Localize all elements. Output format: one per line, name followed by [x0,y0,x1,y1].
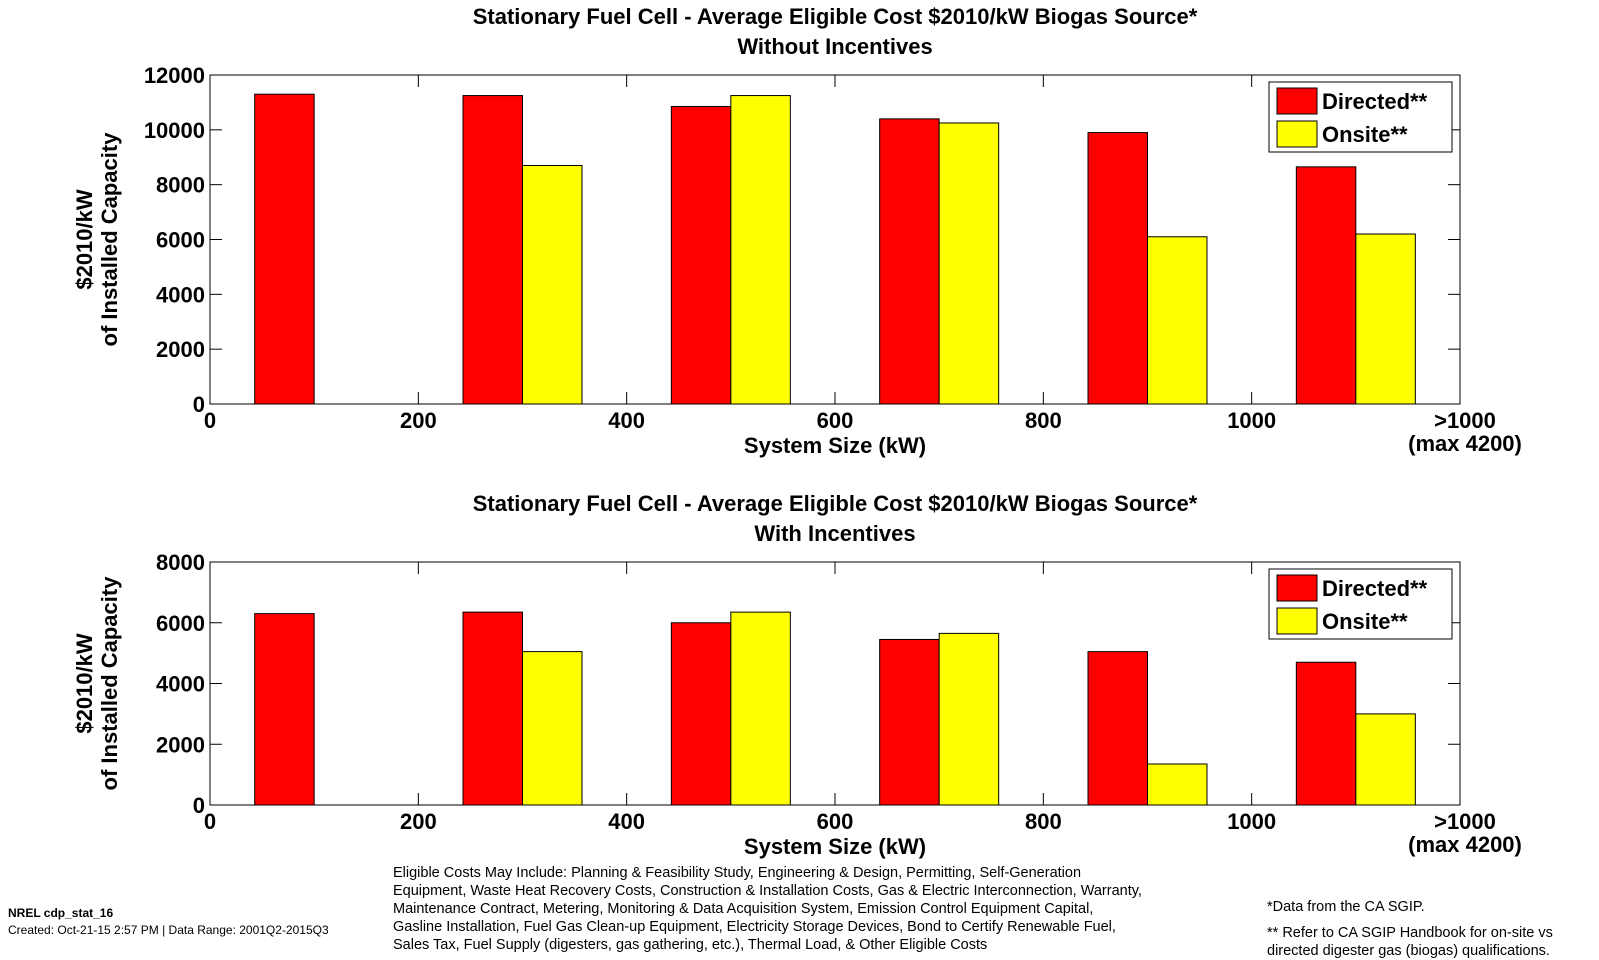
x-tick-label-extra: >1000 [1434,809,1496,834]
y-tick-label: 8000 [156,550,205,575]
bar-directed [462,95,523,405]
bar-directed [462,611,523,806]
bar-directed [670,106,732,405]
bar-directed [1087,132,1148,405]
y-tick-label: 4000 [156,282,205,307]
chart-subtitle: Without Incentives [737,34,932,59]
bar-onsite [522,164,583,405]
footer-created: Created: Oct-21-15 2:57 PM | Data Range:… [8,923,329,937]
y-tick-label: 10000 [144,118,205,143]
bar-onsite [730,95,791,405]
data-source-note: *Data from the CA SGIP. [1267,899,1425,915]
bar-directed [670,622,732,806]
eligible-costs-line: Maintenance Contract, Metering, Monitori… [393,901,1094,917]
y-axis-label: of Installed Capacity [97,576,122,791]
x-tick-label-extra: (max 4200) [1408,431,1522,456]
y-tick-label: 2000 [156,732,205,757]
legend: Directed** Onsite** [1268,81,1453,153]
x-tick-label: 0 [204,809,216,834]
x-tick-label: 1000 [1227,809,1276,834]
y-tick-label: 0 [193,793,205,818]
legend-swatch [1276,87,1318,115]
legend-swatch [1276,120,1318,148]
bar-directed [1087,651,1148,806]
handbook-note: ** Refer to CA SGIP Handbook for on-site… [1267,924,1553,960]
y-tick-label: 6000 [156,611,205,636]
eligible-costs-line: Eligible Costs May Include: Planning & F… [393,865,1082,881]
x-tick-label: 400 [608,408,645,433]
chart-subtitle: With Incentives [754,521,915,546]
y-axis-label: $2010/kW [72,633,97,734]
bar-onsite [1147,763,1208,806]
bar-directed [1295,166,1357,405]
eligible-costs-line: Gasline Installation, Fuel Gas Clean-up … [393,919,1116,935]
x-tick-label-extra: >1000 [1434,408,1496,433]
bar-directed [1295,661,1357,806]
x-tick-label: 600 [817,809,854,834]
bar-directed [879,118,940,405]
plot-area [210,75,1460,404]
eligible-costs-line: Sales Tax, Fuel Supply (digesters, gas g… [393,937,988,953]
legend-label: Directed** [1322,89,1428,114]
bar-directed [254,93,315,405]
bar-onsite [938,632,1000,806]
chart-1: Stationary Fuel Cell - Average Eligible … [72,4,1522,458]
handbook-note-line: ** Refer to CA SGIP Handbook for on-site… [1267,925,1553,941]
x-tick-label-extra: (max 4200) [1408,832,1522,857]
x-tick-label: 200 [400,408,437,433]
y-tick-label: 12000 [144,63,205,88]
x-axis-label: System Size (kW) [744,433,926,458]
x-tick-label: 1000 [1227,408,1276,433]
y-tick-label: 2000 [156,337,205,362]
chart-title: Stationary Fuel Cell - Average Eligible … [473,491,1198,516]
y-tick-label: 8000 [156,173,205,198]
legend-label: Onsite** [1322,122,1408,147]
bar-onsite [1355,233,1416,405]
eligible-costs-line: Equipment, Waste Heat Recovery Costs, Co… [393,883,1142,899]
bar-onsite [730,611,791,806]
legend-label: Onsite** [1322,609,1408,634]
bar-directed [879,638,940,806]
chart-title: Stationary Fuel Cell - Average Eligible … [473,4,1198,29]
eligible-costs-note: Eligible Costs May Include: Planning & F… [393,864,1142,954]
plot-area [210,562,1460,805]
bar-onsite [522,651,583,806]
x-tick-label: 800 [1025,809,1062,834]
y-tick-label: 6000 [156,228,205,253]
legend-swatch [1276,574,1318,602]
y-tick-label: 4000 [156,672,205,697]
y-axis-label: $2010/kW [72,189,97,290]
x-tick-label: 0 [204,408,216,433]
y-axis-label: of Installed Capacity [97,132,122,347]
x-tick-label: 600 [817,408,854,433]
handbook-note-line: directed digester gas (biogas) qualifica… [1267,943,1550,959]
footer-id: NREL cdp_stat_16 [8,906,114,920]
legend-swatch [1276,607,1318,635]
y-tick-label: 0 [193,392,205,417]
bar-directed [254,613,315,806]
legend: Directed** Onsite** [1268,568,1453,640]
legend-label: Directed** [1322,576,1428,601]
bar-onsite [1355,713,1416,806]
x-tick-label: 400 [608,809,645,834]
bar-onsite [938,122,1000,405]
chart-2: Stationary Fuel Cell - Average Eligible … [72,491,1522,859]
x-axis-label: System Size (kW) [744,834,926,859]
bar-onsite [1147,236,1208,405]
x-tick-label: 800 [1025,408,1062,433]
x-tick-label: 200 [400,809,437,834]
